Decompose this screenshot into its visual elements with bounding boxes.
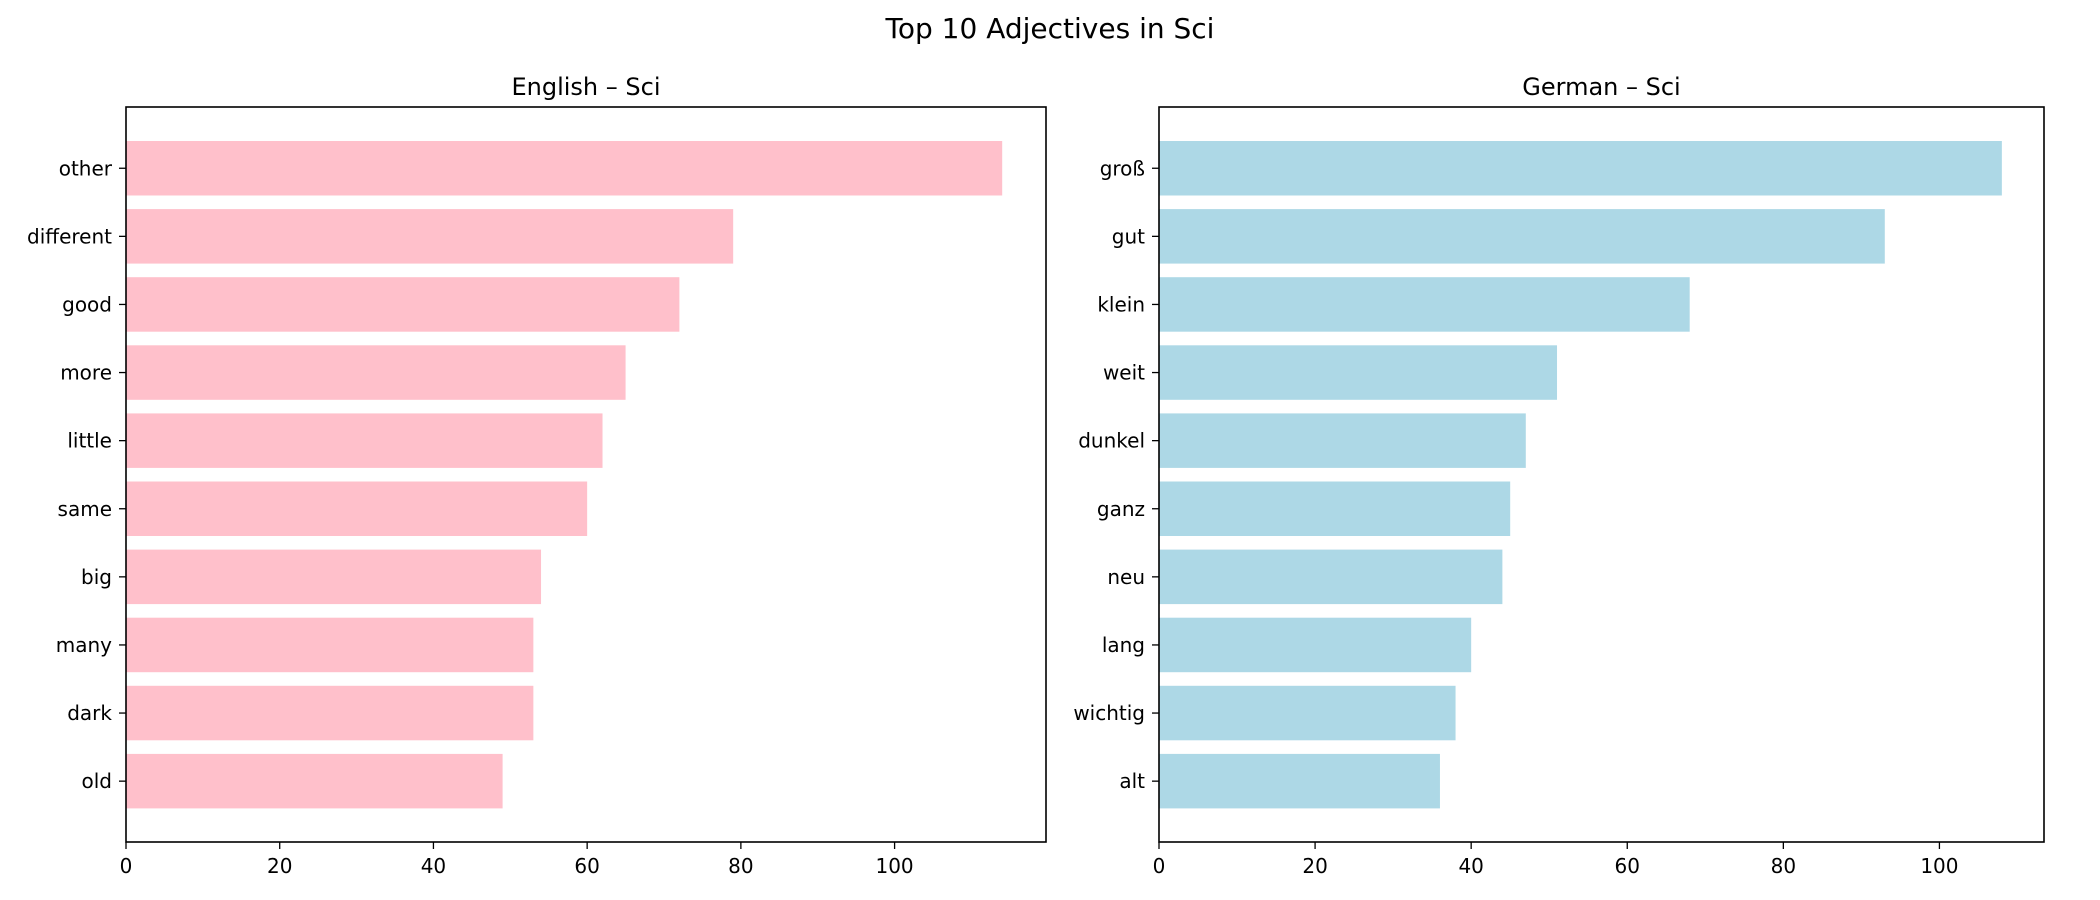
y-tick-label-groß: groß xyxy=(1100,156,1145,180)
bar-different xyxy=(126,209,734,264)
y-tick-label-neu: neu xyxy=(1107,565,1145,589)
bar-klein xyxy=(1159,277,1690,332)
x-tick-label-20: 20 xyxy=(267,854,292,878)
x-tick-label-80: 80 xyxy=(1771,854,1796,878)
x-tick-label-40: 40 xyxy=(1458,854,1483,878)
y-tick-label-lang: lang xyxy=(1102,633,1145,657)
y-tick-label-weit: weit xyxy=(1103,361,1145,385)
axes-frame xyxy=(1158,106,2045,843)
bar-wichtig xyxy=(1159,685,1456,741)
axes-frame xyxy=(125,106,1047,843)
bar-dark xyxy=(126,685,534,741)
bar-big xyxy=(126,549,542,605)
bar-good xyxy=(126,277,680,332)
y-tick-label-old: old xyxy=(82,769,113,793)
subplot-title-english: English – Sci xyxy=(511,73,660,101)
x-tick-label-60: 60 xyxy=(1615,854,1640,878)
bar-old xyxy=(126,753,503,809)
y-tick-label-same: same xyxy=(58,497,112,521)
x-tick-label-60: 60 xyxy=(574,854,599,878)
y-tick-label-dunkel: dunkel xyxy=(1078,429,1145,453)
y-tick-label-dark: dark xyxy=(67,701,112,725)
y-tick-label-different: different xyxy=(27,224,112,248)
bar-many xyxy=(126,617,534,673)
bar-groß xyxy=(1159,141,2002,196)
bar-alt xyxy=(1159,753,1440,809)
y-tick-label-more: more xyxy=(60,361,112,385)
chart-panel-german: German – Sci groß gut klein weit dunkel ganz ne… xyxy=(1073,73,2045,878)
chart-panel-english: English – Sci other different good more littl… xyxy=(27,73,1047,878)
bar-little xyxy=(126,413,603,468)
y-tick-label-good: good xyxy=(62,292,112,316)
x-tick-label-100: 100 xyxy=(1920,854,1958,878)
x-tick-label-20: 20 xyxy=(1302,854,1327,878)
x-tick-label-100: 100 xyxy=(875,854,913,878)
bar-ganz xyxy=(1159,481,1511,536)
bar-gut xyxy=(1159,209,1885,264)
y-tick-label-big: big xyxy=(81,565,112,589)
x-tick-label-0: 0 xyxy=(1153,854,1166,878)
x-tick-label-0: 0 xyxy=(120,854,133,878)
bar-other xyxy=(126,141,1003,196)
y-tick-label-little: little xyxy=(67,429,112,453)
bar-weit xyxy=(1159,345,1558,400)
x-tick-label-80: 80 xyxy=(728,854,753,878)
bar-dunkel xyxy=(1159,413,1526,468)
bar-same xyxy=(126,481,588,536)
bar-more xyxy=(126,345,626,400)
y-tick-label-wichtig: wichtig xyxy=(1073,701,1145,725)
figure-title: Top 10 Adjectives in Sci xyxy=(885,12,1215,45)
y-tick-label-gut: gut xyxy=(1112,224,1145,248)
bar-lang xyxy=(1159,617,1472,673)
y-tick-label-ganz: ganz xyxy=(1097,497,1145,521)
subplot-title-german: German – Sci xyxy=(1522,73,1680,101)
y-tick-label-alt: alt xyxy=(1119,769,1145,793)
bar-neu xyxy=(1159,549,1503,605)
y-tick-label-klein: klein xyxy=(1097,292,1145,316)
x-tick-label-40: 40 xyxy=(421,854,446,878)
y-tick-label-many: many xyxy=(56,633,112,657)
y-tick-label-other: other xyxy=(59,156,113,180)
